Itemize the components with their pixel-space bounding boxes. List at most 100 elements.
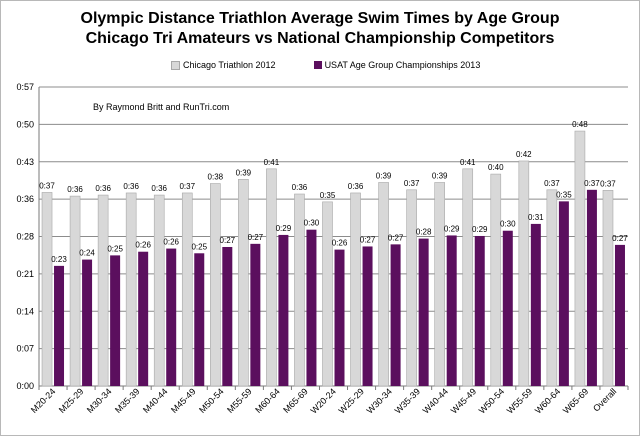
data-label-usat: 0:29 — [472, 225, 488, 234]
data-label-chicago: 0:36 — [348, 182, 364, 191]
bar-chicago — [41, 192, 53, 387]
bar-chicago — [406, 189, 417, 387]
bar-chicago — [294, 193, 305, 387]
data-label-usat: 0:27 — [612, 234, 628, 243]
data-label-chicago: 0:37 — [544, 179, 560, 188]
data-label-usat: 0:24 — [79, 249, 95, 258]
data-label-usat: 0:29 — [444, 224, 460, 233]
data-label-chicago: 0:36 — [123, 182, 139, 191]
bar-usat — [530, 223, 541, 386]
data-label-chicago: 0:38 — [208, 173, 224, 182]
bar-usat — [446, 235, 457, 386]
bar-usat — [166, 248, 177, 386]
data-label-chicago: 0:48 — [572, 120, 588, 129]
data-label-chicago: 0:37 — [600, 179, 616, 188]
x-tick-label: W60-64 — [533, 386, 562, 415]
bar-usat — [222, 246, 233, 386]
bar-chicago — [322, 201, 333, 387]
bar-chicago — [490, 173, 502, 387]
bar-chicago — [434, 182, 445, 387]
bar-chicago — [153, 194, 165, 387]
data-label-chicago: 0:36 — [95, 184, 111, 193]
bar-chicago — [518, 160, 530, 387]
x-tick-label: W35-39 — [393, 386, 422, 415]
legend-swatch-usat — [313, 61, 322, 69]
x-tick-label: M55-59 — [225, 386, 254, 415]
data-label-usat: 0:30 — [500, 220, 516, 229]
bar-usat — [558, 201, 569, 386]
bar-chicago — [97, 194, 109, 387]
legend-label-usat: USAT Age Group Championships 2013 — [324, 60, 481, 70]
data-label-usat: 0:27 — [388, 233, 404, 242]
data-label-usat: 0:27 — [220, 236, 236, 245]
data-label-usat: 0:35 — [556, 190, 572, 199]
legend-swatch-chicago — [171, 60, 180, 70]
bar-usat — [418, 238, 429, 386]
data-label-chicago: 0:41 — [264, 158, 280, 167]
x-tick-label: M40-44 — [141, 386, 170, 415]
data-label-usat: 0:31 — [528, 213, 544, 222]
bar-chicago — [378, 182, 389, 387]
bar-usat — [502, 230, 513, 386]
data-label-usat: 0:25 — [107, 244, 123, 253]
bar-usat — [110, 255, 121, 386]
legend-item-chicago: Chicago Triathlon 2012 — [171, 60, 276, 70]
x-tick-label: M25-29 — [57, 386, 86, 415]
x-tick-label: M45-49 — [169, 386, 198, 415]
y-tick-label: 0:57 — [16, 82, 34, 92]
chart-title: Olympic Distance Triathlon Average Swim … — [80, 10, 560, 27]
x-tick-label: M35-39 — [113, 386, 142, 415]
bar-usat — [614, 244, 625, 386]
data-label-usat: 0:27 — [360, 235, 376, 244]
x-tick-label: W30-34 — [365, 386, 394, 415]
bar-chicago — [574, 130, 586, 387]
data-label-usat: 0:26 — [332, 239, 348, 248]
bar-usat — [278, 234, 289, 386]
bar-chicago — [462, 168, 474, 387]
data-label-chicago: 0:39 — [376, 171, 392, 180]
data-label-usat: 0:27 — [248, 233, 264, 242]
x-tick-label: W55-59 — [505, 386, 534, 415]
data-label-usat: 0:26 — [163, 238, 179, 247]
legend-label-chicago: Chicago Triathlon 2012 — [183, 60, 276, 70]
bar-chicago — [602, 190, 614, 387]
data-label-usat: 0:28 — [416, 228, 432, 237]
y-tick-label: 0:00 — [16, 381, 34, 391]
bar-usat — [82, 259, 93, 386]
data-label-usat: 0:29 — [276, 224, 292, 233]
y-tick-label: 0:14 — [16, 306, 34, 316]
x-tick-label: M65-69 — [281, 386, 310, 415]
data-label-chicago: 0:37 — [39, 181, 55, 190]
bar-usat — [362, 246, 373, 386]
data-label-chicago: 0:36 — [292, 183, 308, 192]
bar-usat — [194, 253, 205, 386]
y-tick-label: 0:28 — [16, 232, 34, 242]
bar-usat — [306, 229, 317, 386]
x-tick-label: W25-29 — [337, 386, 366, 415]
x-tick-label: M60-64 — [253, 386, 282, 415]
y-tick-label: 0:21 — [16, 269, 34, 279]
bar-usat — [250, 243, 261, 386]
bar-usat — [474, 235, 485, 386]
x-tick-label: W20-24 — [309, 386, 338, 415]
bar-usat — [334, 249, 345, 386]
x-tick-label: M50-54 — [197, 386, 226, 415]
y-tick-label: 0:36 — [16, 194, 34, 204]
y-tick-label: 0:43 — [16, 157, 34, 167]
data-label-usat: 0:26 — [135, 241, 151, 250]
data-label-chicago: 0:40 — [488, 163, 504, 172]
chart-subtitle: Chicago Tri Amateurs vs National Champio… — [85, 30, 555, 47]
x-tick-label: W65-69 — [561, 386, 590, 415]
chart-annotation: By Raymond Britt and RunTri.com — [93, 102, 230, 112]
data-label-usat: 0:25 — [191, 242, 207, 251]
data-label-usat: 0:37 — [584, 179, 600, 188]
data-label-chicago: 0:36 — [67, 185, 83, 194]
bar-usat — [54, 265, 65, 386]
x-tick-label: W40-44 — [421, 386, 450, 415]
legend: Chicago Triathlon 2012 USAT Age Group Ch… — [171, 60, 518, 70]
bar-chicago — [266, 168, 277, 387]
bar-chicago — [350, 192, 361, 387]
y-tick-label: 0:50 — [16, 119, 34, 129]
bar-usat — [586, 189, 597, 386]
